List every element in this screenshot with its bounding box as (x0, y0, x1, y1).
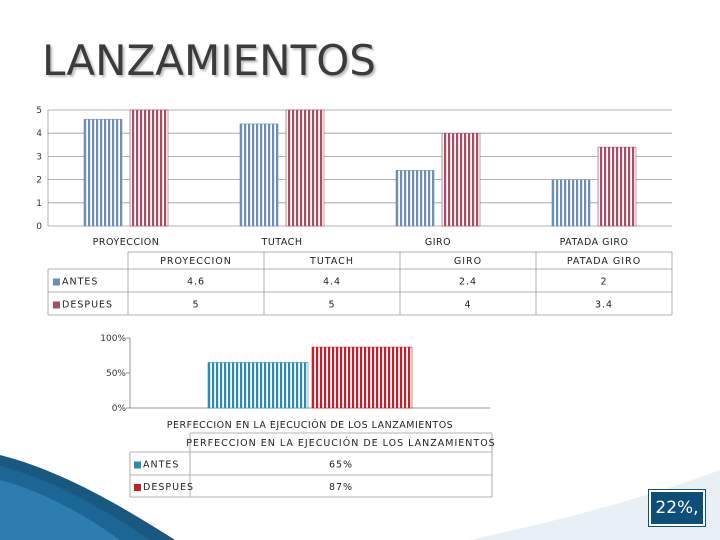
legend-label: DESPUES (62, 300, 113, 311)
table-header: GIRO (454, 256, 482, 267)
y-tick-label: 50% (106, 369, 126, 379)
table-cell: 4.6 (187, 277, 205, 288)
legend-swatch-antes (53, 278, 60, 286)
y-tick-label: 2 (36, 176, 42, 186)
bar-despues (285, 109, 325, 227)
bar-antes (207, 362, 309, 409)
bar-despues (311, 346, 413, 409)
x-category-label: PERFECCION EN LA EJECUCIÓN DE LOS LANZAM… (167, 419, 453, 431)
table-cell: 87% (329, 482, 353, 493)
page-title: LANZAMIENTOS (42, 36, 376, 85)
table-cell: 4 (464, 300, 471, 311)
bar-antes (395, 170, 435, 227)
table-cell: 2 (600, 277, 607, 288)
table-cell: 2.4 (459, 277, 477, 288)
table-header: PROYECCION (160, 256, 232, 267)
y-tick-label: 4 (36, 129, 42, 139)
x-category-label: TUTACH (261, 237, 303, 248)
legend-label: ANTES (143, 460, 179, 471)
x-category-label: PATADA GIRO (560, 237, 629, 248)
table-header: TUTACH (309, 256, 354, 267)
table-header: PATADA GIRO (567, 256, 641, 267)
x-category-label: GIRO (425, 237, 451, 248)
legend-swatch-antes (134, 461, 141, 469)
y-tick-label: 0% (112, 404, 127, 414)
percentage-badge: 22%, (648, 489, 706, 527)
legend-label: ANTES (62, 277, 98, 288)
y-tick-label: 1 (36, 199, 42, 209)
y-tick-label: 3 (36, 152, 42, 162)
y-tick-label: 0 (36, 222, 42, 232)
bar-antes (551, 179, 591, 227)
table-cell: 65% (329, 460, 353, 471)
bar-despues (441, 132, 481, 227)
bar-antes (83, 118, 123, 227)
legend-label: DESPUES (143, 482, 194, 493)
legend-swatch-despues (53, 301, 60, 309)
y-tick-label: 100% (100, 334, 126, 344)
bar-antes (239, 123, 279, 227)
table-header: PERFECCION EN LA EJECUCIÓN DE LOS LANZAM… (186, 437, 495, 449)
y-tick-label: 5 (36, 106, 42, 116)
bar-despues (597, 146, 637, 227)
bar-despues (129, 109, 169, 227)
x-category-label: PROYECCION (93, 237, 160, 248)
table-cell: 4.4 (323, 277, 341, 288)
table-cell: 5 (328, 300, 335, 311)
table-cell: 3.4 (595, 300, 613, 311)
legend-swatch-despues (134, 484, 141, 491)
table-cell: 5 (192, 300, 199, 311)
